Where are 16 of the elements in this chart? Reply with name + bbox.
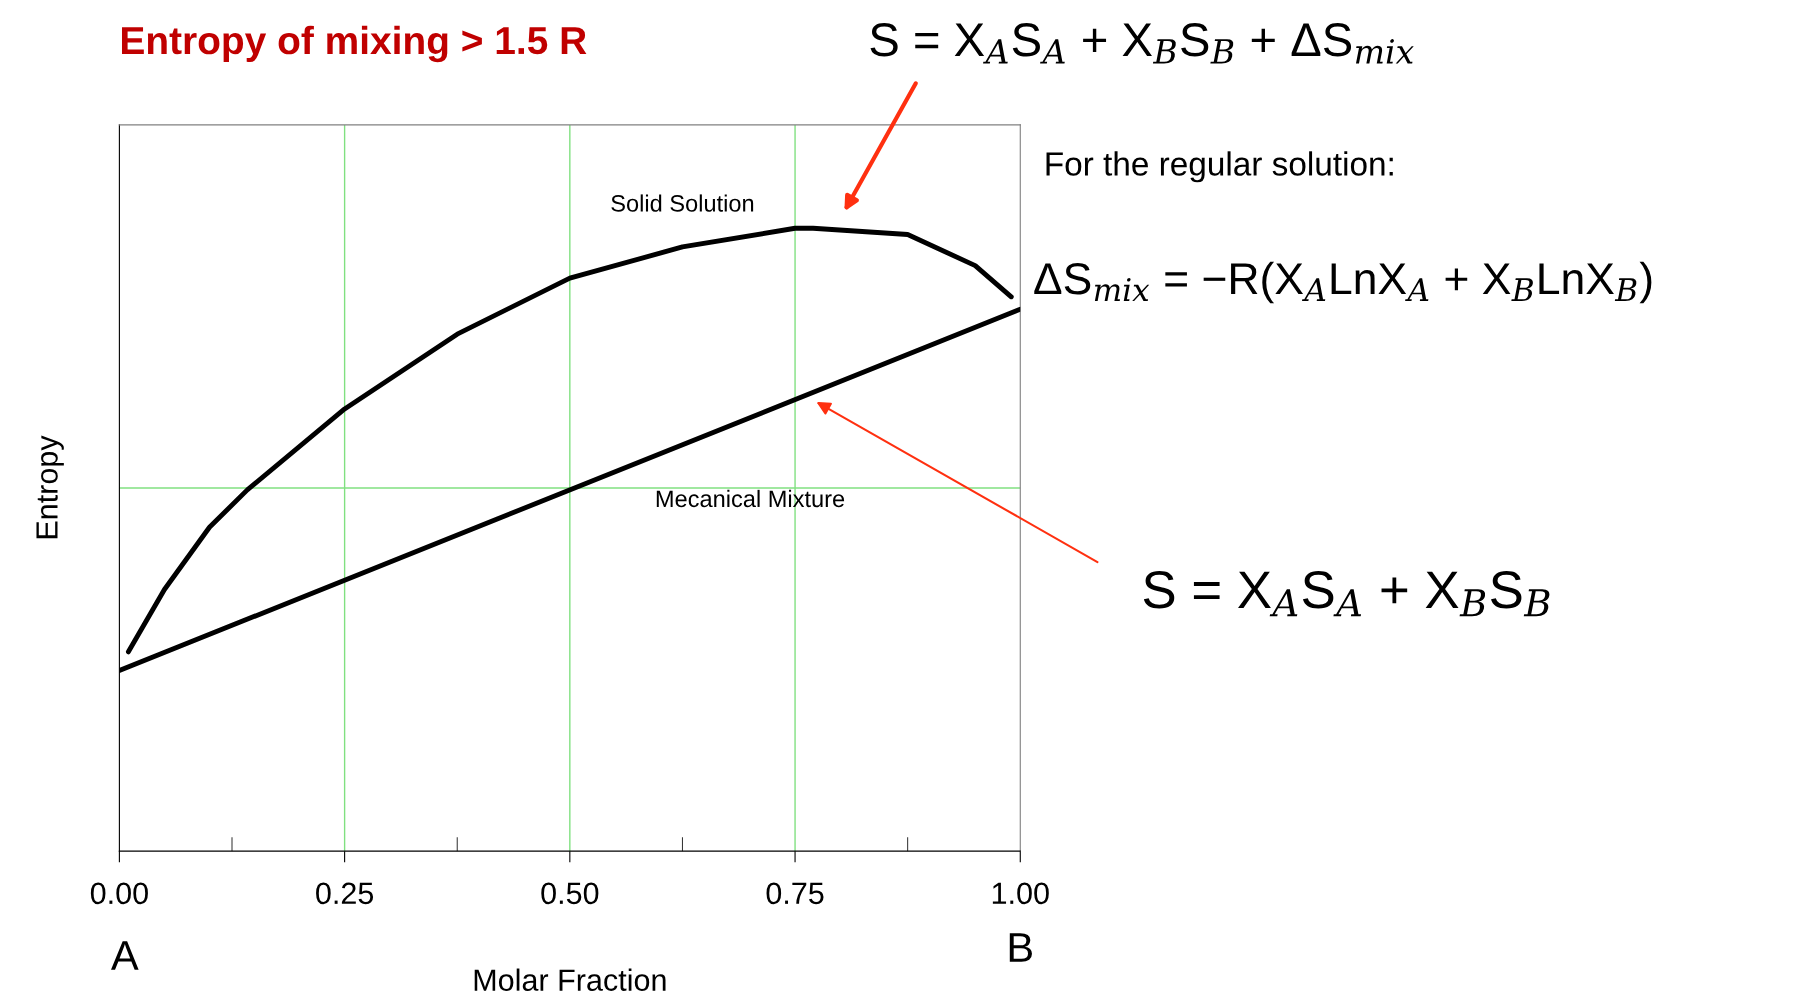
x-tick-label: 0.75 bbox=[766, 882, 824, 905]
series-label: Mecanical Mixture bbox=[656, 489, 845, 508]
text: S = X$_{A}$S$_{A}$ + X$_{B}$S$_{B}$ + ΔS$_{mix}$ bbox=[870, 23, 1414, 64]
text: B bbox=[1009, 933, 1032, 962]
series-label: Solid Solution bbox=[611, 194, 754, 212]
chart-title: Entropy of mixing > 1.5 R bbox=[121, 25, 587, 63]
x-tick-label: 0.25 bbox=[316, 882, 374, 905]
x-tick-label: 0.00 bbox=[90, 882, 148, 905]
x-tick-label: 0.50 bbox=[541, 882, 599, 905]
x-axis-title: Molar Fraction bbox=[474, 968, 666, 991]
text: A bbox=[111, 941, 139, 970]
text: ΔS$_{mix}$ = −R(X$_{A}$LnX$_{A}$ + X$_{B}$LnX$_{B}$) bbox=[1034, 261, 1652, 304]
text: S = X$_{A}$S$_{A}$ + X$_{B}$S$_{B}$ bbox=[1143, 571, 1550, 617]
text: For the regular solution: bbox=[1046, 151, 1393, 183]
y-axis-title: Entropy bbox=[36, 435, 64, 539]
x-tick-label: 1.00 bbox=[992, 882, 1049, 905]
